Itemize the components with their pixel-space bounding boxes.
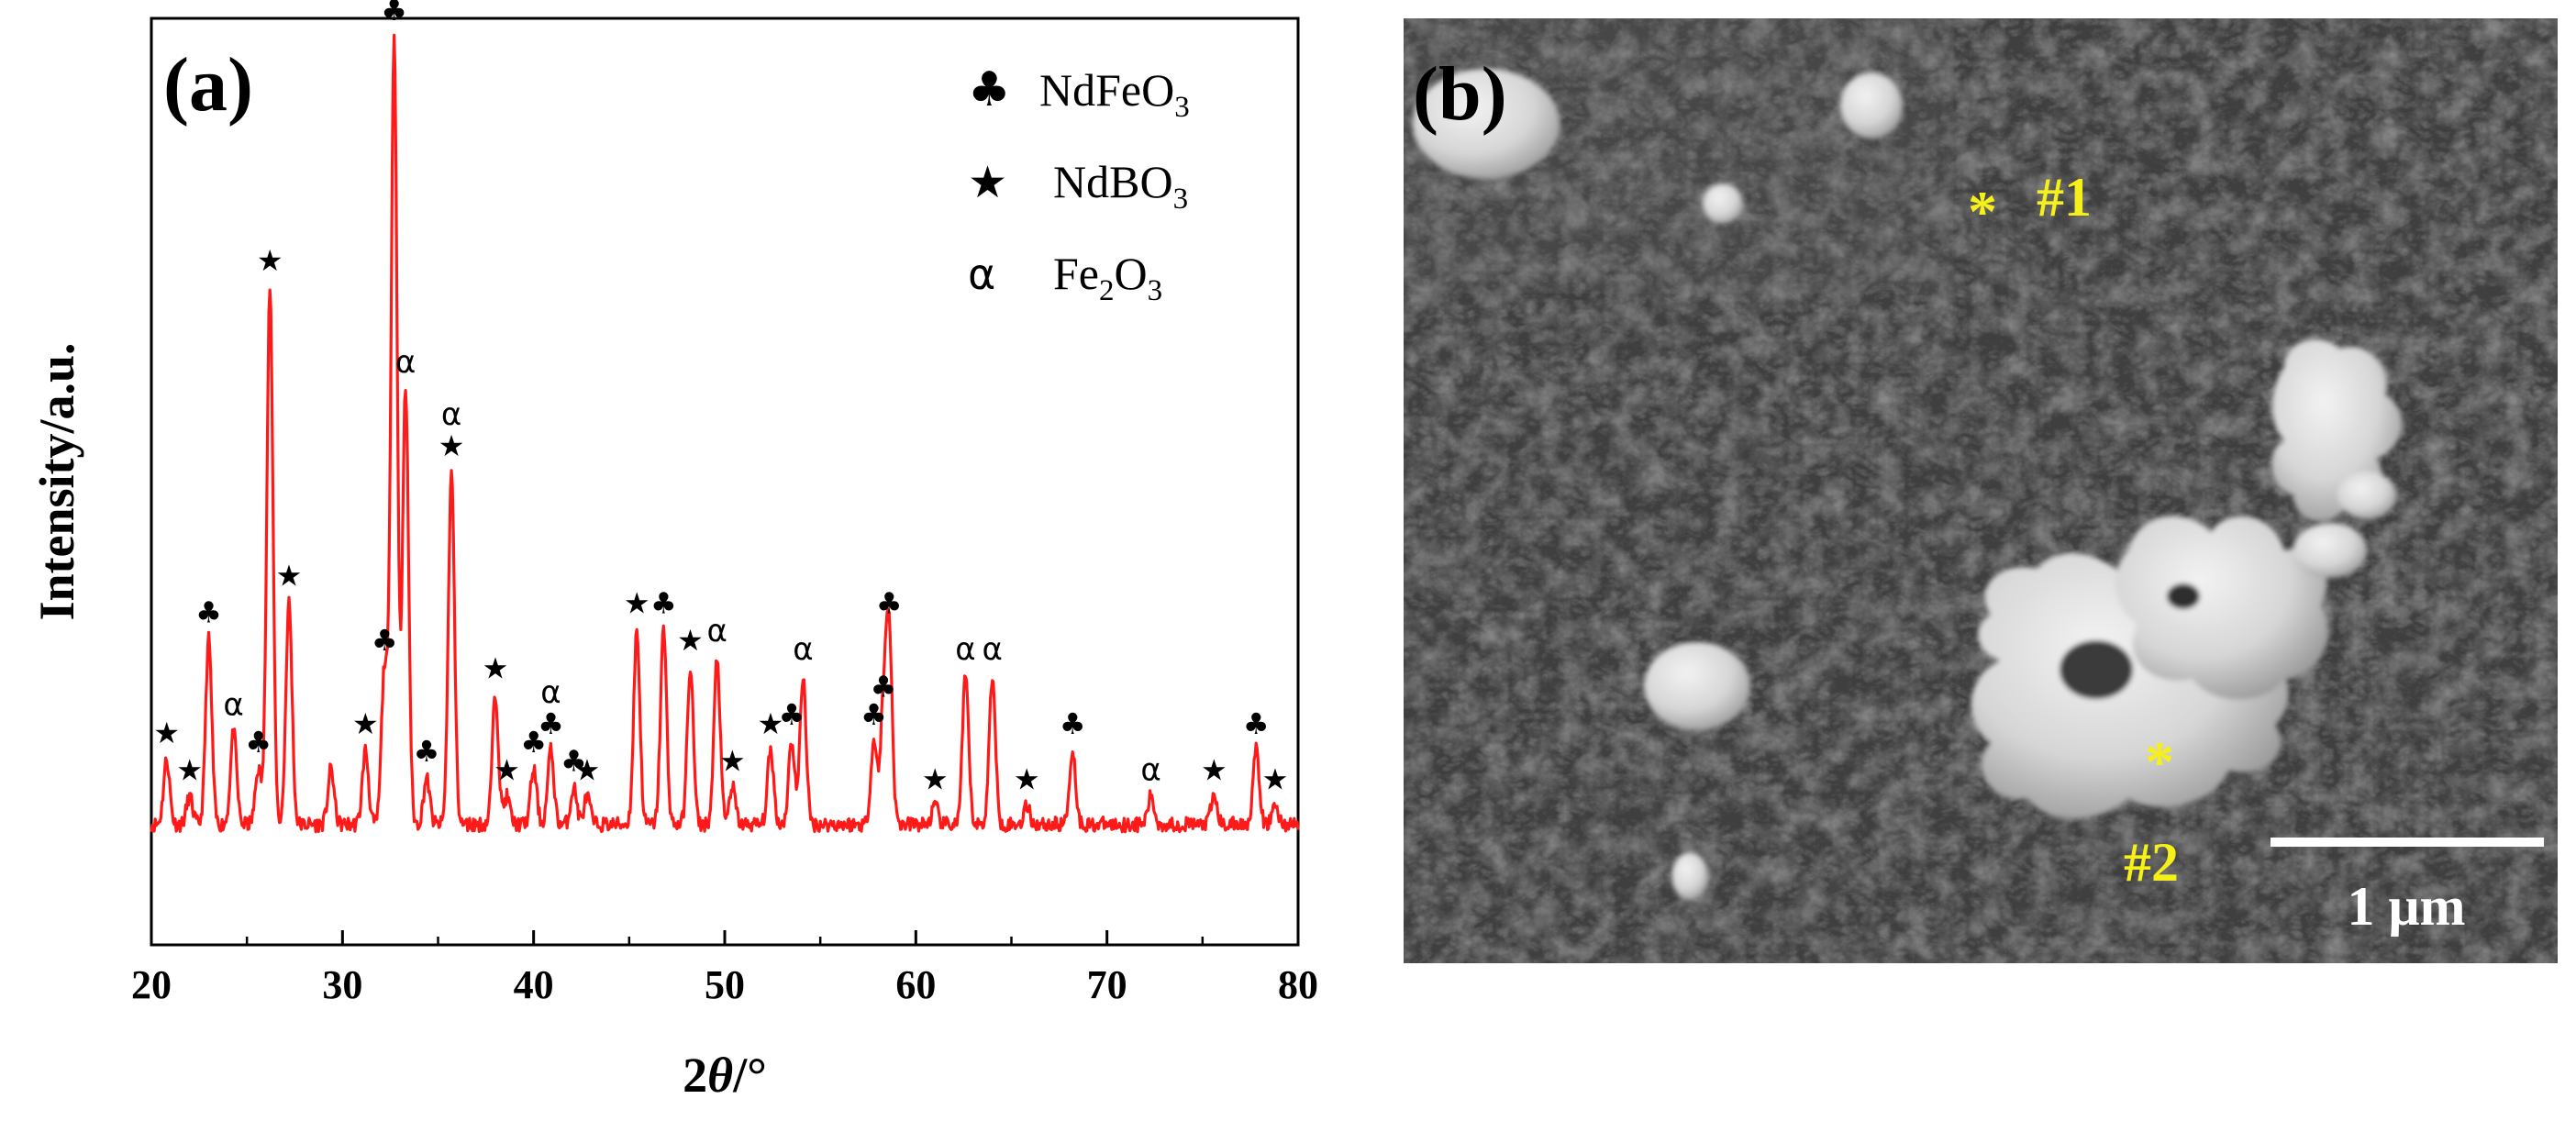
peak-marker-alpha: α [1140, 751, 1160, 788]
peak-marker-alpha: α [441, 396, 461, 433]
point-2-label: #2 [2124, 832, 2179, 893]
panel-a-label: (a) [163, 42, 253, 128]
peak-marker-star: ★ [624, 586, 650, 621]
peak-marker-alpha: α [706, 613, 727, 649]
x-ticks [150, 930, 1300, 945]
x-axis-label: 2θ/° [683, 1048, 767, 1103]
legend-label-ndbo3: NdBO3 [1053, 156, 1188, 216]
peak-marker-star: ★ [352, 706, 379, 741]
x-tick-label: 80 [1278, 962, 1318, 1007]
point-2-marker: * [2145, 729, 2174, 794]
x-tick-labels: 20 30 40 50 60 70 80 [131, 962, 1318, 1007]
peak-marker-star: ★ [153, 716, 180, 750]
x-tick-label: 50 [705, 962, 745, 1007]
peak-marker-club: ♣ [1243, 706, 1270, 741]
sem-particles [1413, 69, 2403, 900]
peak-marker-star: ★ [257, 243, 283, 278]
peak-marker-club: ♣ [1060, 706, 1086, 741]
legend: ♣ NdFeO3 ★ NdBO3 α Fe2O3 [968, 62, 1190, 307]
peak-marker-club: ♣ [372, 623, 398, 658]
peak-marker-alpha: α [982, 631, 1002, 668]
peak-marker-alpha: α [223, 687, 243, 724]
x-tick-label: 70 [1087, 962, 1127, 1007]
legend-symbol-star: ★ [968, 157, 1007, 208]
peak-marker-alpha: α [540, 674, 561, 711]
peak-marker-star: ★ [574, 752, 601, 787]
peak-marker-club: ♣ [861, 697, 887, 732]
point-1-label: #1 [2037, 167, 2092, 228]
peak-marker-club: ♣ [381, 0, 407, 28]
x-tick-label: 40 [514, 962, 554, 1007]
peak-marker-club: ♣ [650, 586, 677, 621]
peak-marker-alpha: α [955, 631, 975, 668]
peak-marker-club: ♣ [561, 743, 587, 778]
peak-marker-club: ♣ [779, 697, 805, 732]
peak-markers: ★★♣α♣★★★♣♣α♣★α★★♣♣α♣★★ ♣★ α★★♣α♣♣♣★α α★♣α ★♣… [153, 0, 1289, 797]
point-1-marker: * [1968, 179, 1997, 244]
peak-marker-star: ★ [922, 762, 949, 797]
sem-micrograph: (b) * #1 * #2 1 μm [1404, 18, 2558, 963]
peak-marker-star: ★ [719, 743, 746, 778]
peak-marker-star: ★ [1262, 762, 1289, 797]
legend-label-ndfeo3: NdFeO3 [1039, 64, 1190, 124]
peak-marker-club: ♣ [414, 734, 440, 769]
legend-symbol-alpha: α [968, 250, 995, 299]
peak-marker-star: ★ [758, 706, 784, 741]
x-tick-label: 60 [895, 962, 936, 1007]
scale-bar-label: 1 μm [2348, 876, 2466, 937]
peak-marker-star: ★ [1201, 752, 1227, 787]
peak-marker-star: ★ [439, 428, 465, 463]
peak-marker-star: ★ [276, 558, 303, 593]
peak-marker-club: ♣ [520, 725, 547, 760]
peak-marker-star: ★ [1014, 762, 1040, 797]
peak-marker-star: ★ [176, 752, 203, 787]
peak-marker-alpha: α [395, 344, 416, 381]
legend-symbol-club: ♣ [968, 62, 1011, 117]
peak-marker-star: ★ [677, 623, 704, 658]
xrd-series-line [150, 33, 1300, 834]
xrd-chart: 20 30 40 50 60 70 80 ★★♣α♣★★★♣♣α♣★α★★♣♣α♣★★ ♣★ α… [29, 0, 1318, 1103]
peak-marker-star: ★ [483, 650, 509, 685]
peak-marker-alpha: α [793, 631, 813, 668]
sem-image-panel: (b) * #1 * #2 1 μm [1404, 18, 2558, 963]
peak-marker-club: ♣ [876, 586, 903, 621]
peak-marker-star: ★ [494, 752, 520, 787]
scale-bar [2271, 838, 2544, 847]
panel-b-label: (b) [1413, 51, 1507, 137]
x-tick-label: 30 [322, 962, 362, 1007]
legend-label-fe2o3: Fe2O3 [1053, 248, 1162, 307]
peak-marker-club: ♣ [871, 670, 897, 705]
y-axis-label: Intensity/a.u. [29, 342, 84, 620]
x-tick-label: 20 [131, 962, 172, 1007]
peak-marker-club: ♣ [538, 706, 564, 741]
peak-marker-club: ♣ [245, 725, 272, 760]
peak-marker-club: ♣ [195, 595, 222, 630]
